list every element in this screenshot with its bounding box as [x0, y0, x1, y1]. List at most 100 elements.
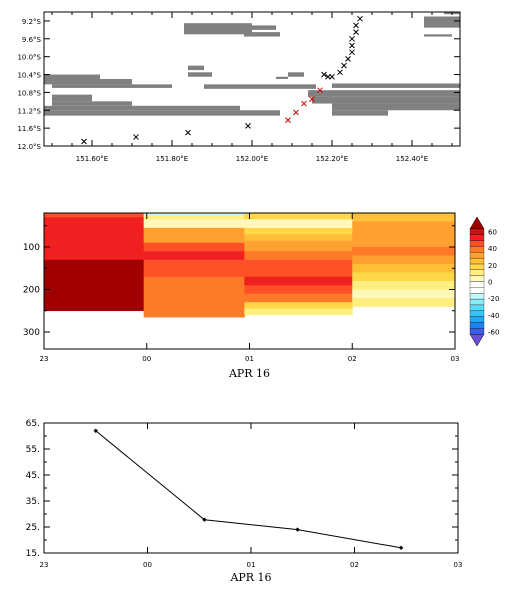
section-cell [244, 213, 353, 220]
x-tick-label: 02 [350, 561, 359, 569]
track-point [309, 96, 315, 102]
land-band [332, 103, 460, 111]
section-cell [244, 276, 353, 286]
land-band [204, 84, 316, 89]
land-band [188, 72, 212, 77]
section-cell [244, 227, 353, 235]
colorbar-tick-label: 60 [488, 228, 497, 236]
colorbar-swatch [469, 281, 485, 288]
track-point [245, 123, 251, 129]
colorbar-swatch [469, 333, 485, 347]
y-tick-label: 12.0°S [17, 143, 41, 151]
land-band [332, 83, 460, 88]
track-map-panel: 151.60°E 151.80°E 152.00°E 152.20°E 152.40°E… [17, 11, 461, 163]
colorbar-swatch [469, 304, 485, 311]
section-cell [352, 221, 456, 231]
y-tick-label: 100 [23, 243, 40, 253]
y-tick-label: 10.0°S [17, 54, 41, 62]
track-point [345, 56, 351, 62]
x-axis-label: APR 16 [229, 571, 271, 584]
y-tick-label: 45. [26, 471, 40, 481]
track-point [321, 71, 327, 78]
plot-frame [43, 422, 459, 554]
x-tick-label: 152.20°E [316, 155, 348, 163]
track-point [357, 15, 363, 22]
colorbar-swatch [469, 293, 485, 300]
y-tick-label: 9.2°S [22, 18, 42, 26]
section-cell [143, 259, 245, 269]
land-band [244, 32, 280, 37]
section-cell [244, 259, 353, 269]
section-cell [143, 268, 245, 278]
y-tick-label: 300 [23, 328, 40, 338]
land-band [52, 101, 132, 106]
series-point [202, 517, 207, 522]
section-cell [244, 234, 353, 241]
section-cell [143, 213, 245, 216]
section-cell [143, 276, 245, 318]
colorbar-swatch [469, 298, 485, 306]
colorbar-swatch [469, 240, 485, 247]
x-tick-label: 151.80°E [156, 155, 188, 163]
land-band [424, 16, 460, 28]
x-tick-label: 01 [245, 355, 254, 363]
track-point [349, 42, 355, 49]
x-tick-label: 23 [40, 355, 49, 363]
track-point [353, 29, 359, 35]
section-cell [244, 302, 353, 309]
x-tick-label: 00 [142, 355, 151, 363]
series-line [95, 430, 402, 549]
section-cell [143, 215, 245, 220]
colorbar-swatch [469, 328, 485, 335]
land-band [276, 76, 288, 79]
land-band [52, 94, 92, 102]
section-cell [352, 289, 456, 299]
section-cell [352, 247, 456, 256]
colorbar-swatch [469, 322, 485, 329]
colorbar-tick-label: 0 [488, 279, 492, 287]
section-cell [352, 264, 456, 273]
x-tick-label: 152.00°E [236, 155, 268, 163]
section-cell [244, 268, 353, 278]
colorbar-swatch [469, 287, 485, 294]
land-band [52, 84, 172, 88]
x-tick-label: 00 [143, 561, 152, 569]
section-cell [44, 217, 145, 231]
section-cell [352, 255, 456, 265]
track-point [81, 138, 87, 145]
section-cell [244, 285, 353, 295]
y-tick-label: 9.6°S [22, 36, 42, 44]
y-tick-label: 25. [26, 523, 40, 533]
colorbar-swatch [469, 257, 485, 265]
colorbar-swatch [469, 216, 485, 230]
colorbar-swatch [469, 269, 485, 276]
time-series-panel: 23 00 01 02 03 15. 25. 35. 45. 55. 65. APR 16 [26, 419, 463, 584]
section-cell [44, 230, 145, 244]
land-band [424, 34, 452, 37]
x-tick-label: 02 [348, 355, 357, 363]
section-cell [352, 230, 456, 239]
colorbar-tick-label: 20 [488, 262, 497, 270]
y-tick-label: 10.8°S [17, 89, 41, 97]
track-point [293, 109, 299, 116]
section-cell [244, 240, 353, 252]
section-cell [352, 272, 456, 282]
x-tick-label: 03 [454, 561, 463, 569]
track-point [317, 87, 323, 94]
y-tick-label: 11.6°S [17, 125, 41, 133]
y-tick-label: 10.4°S [17, 72, 41, 80]
colorbar-swatch [469, 228, 485, 235]
section-cell [44, 259, 145, 312]
colorbar-tick-label: -40 [488, 312, 499, 320]
series-point [93, 428, 98, 433]
land-band [44, 110, 280, 116]
section-cell [244, 293, 353, 303]
section-cell [143, 227, 245, 244]
section-cell [244, 251, 353, 261]
track-point [133, 134, 139, 140]
y-tick-label: 55. [26, 445, 40, 455]
x-tick-label: 23 [40, 561, 49, 569]
land-band [188, 65, 204, 71]
section-cell [44, 242, 145, 261]
